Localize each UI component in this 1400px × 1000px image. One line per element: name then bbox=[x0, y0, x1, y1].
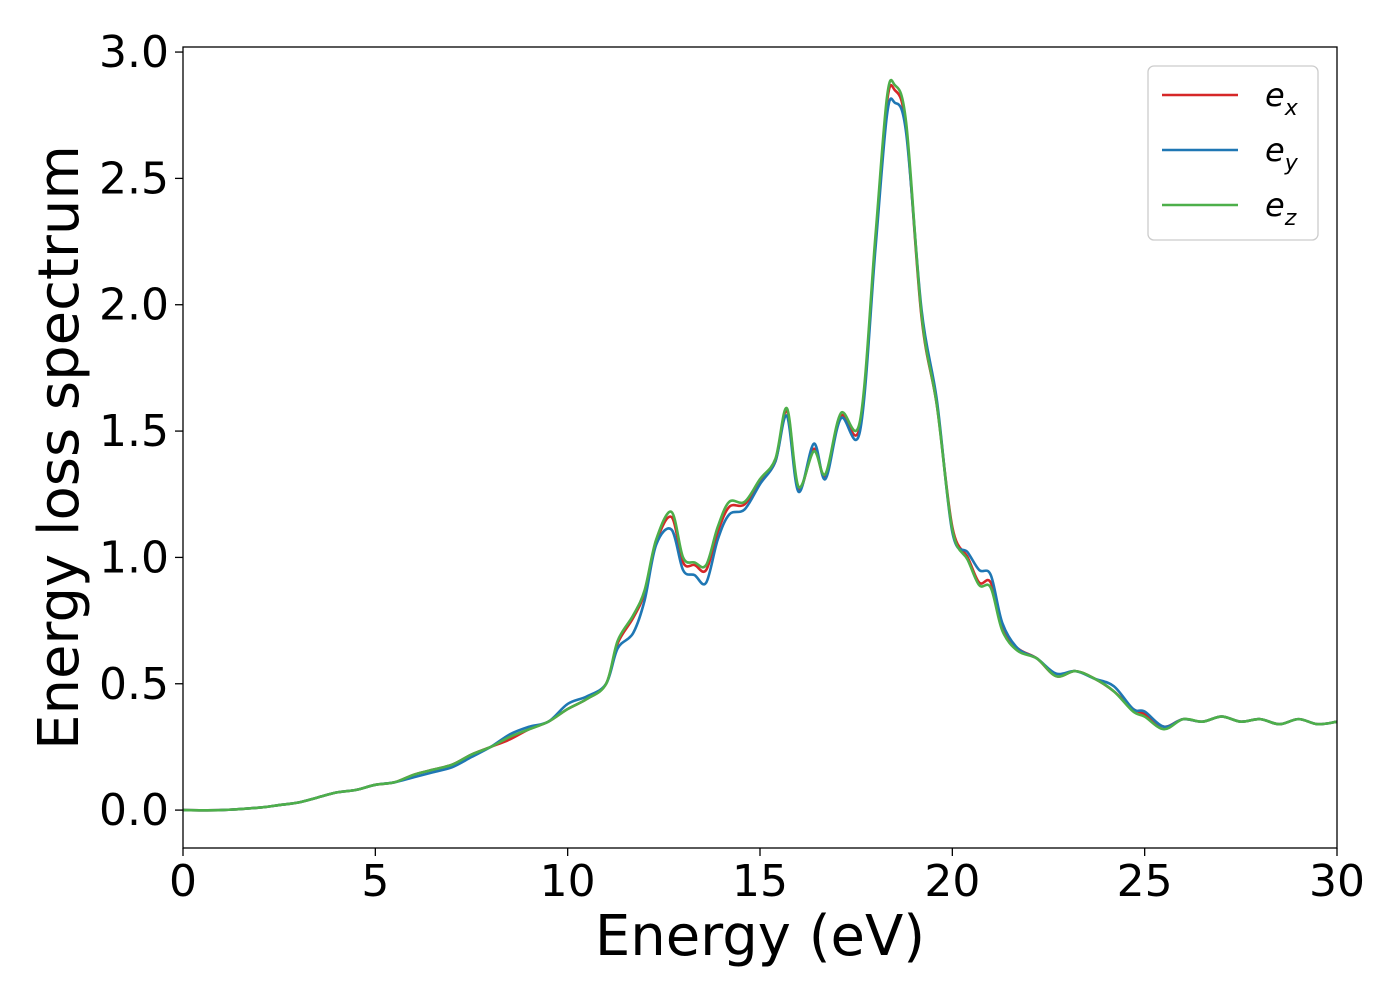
y-tick-label: 0.5 bbox=[99, 659, 169, 710]
legend-label-z: ez bbox=[1265, 186, 1297, 231]
y-tick-label: 2.5 bbox=[99, 153, 169, 204]
x-axis-ticks: 0 5 10 15 20 25 30 bbox=[169, 848, 1365, 907]
x-tick-label: 20 bbox=[924, 856, 980, 907]
x-tick-label: 25 bbox=[1117, 856, 1173, 907]
legend-label-subscript: x bbox=[1284, 96, 1299, 121]
x-tick-label: 5 bbox=[361, 856, 389, 907]
y-tick-label: 0.0 bbox=[99, 785, 169, 836]
y-tick-label: 2.0 bbox=[99, 280, 169, 331]
series-line-z bbox=[182, 78, 1338, 812]
legend-label-base: e bbox=[1265, 186, 1285, 224]
x-tick-label: 15 bbox=[732, 856, 788, 907]
y-tick-label: 1.0 bbox=[99, 532, 169, 583]
legend-box bbox=[1147, 65, 1319, 241]
x-tick-label: 10 bbox=[540, 856, 596, 907]
legend-label-subscript: y bbox=[1284, 151, 1299, 176]
legend-label-x: ex bbox=[1265, 76, 1299, 121]
x-tick-label: 0 bbox=[169, 856, 197, 907]
y-axis-label: Energy loss spectrum bbox=[27, 145, 92, 750]
y-tick-label: 1.5 bbox=[99, 406, 169, 457]
x-axis-label: Energy (eV) bbox=[595, 904, 925, 969]
x-tick-label: 30 bbox=[1309, 856, 1365, 907]
series-line-y bbox=[182, 97, 1338, 812]
legend-label-y: ey bbox=[1265, 131, 1299, 176]
y-tick-label: 3.0 bbox=[99, 27, 169, 78]
legend-label-base: e bbox=[1265, 76, 1285, 114]
legend-label-subscript: z bbox=[1284, 206, 1297, 231]
plot-lines bbox=[182, 78, 1338, 812]
legend-label-base: e bbox=[1265, 131, 1285, 169]
y-axis-ticks: 0.0 0.5 1.0 1.5 2.0 2.5 3.0 bbox=[99, 27, 183, 836]
